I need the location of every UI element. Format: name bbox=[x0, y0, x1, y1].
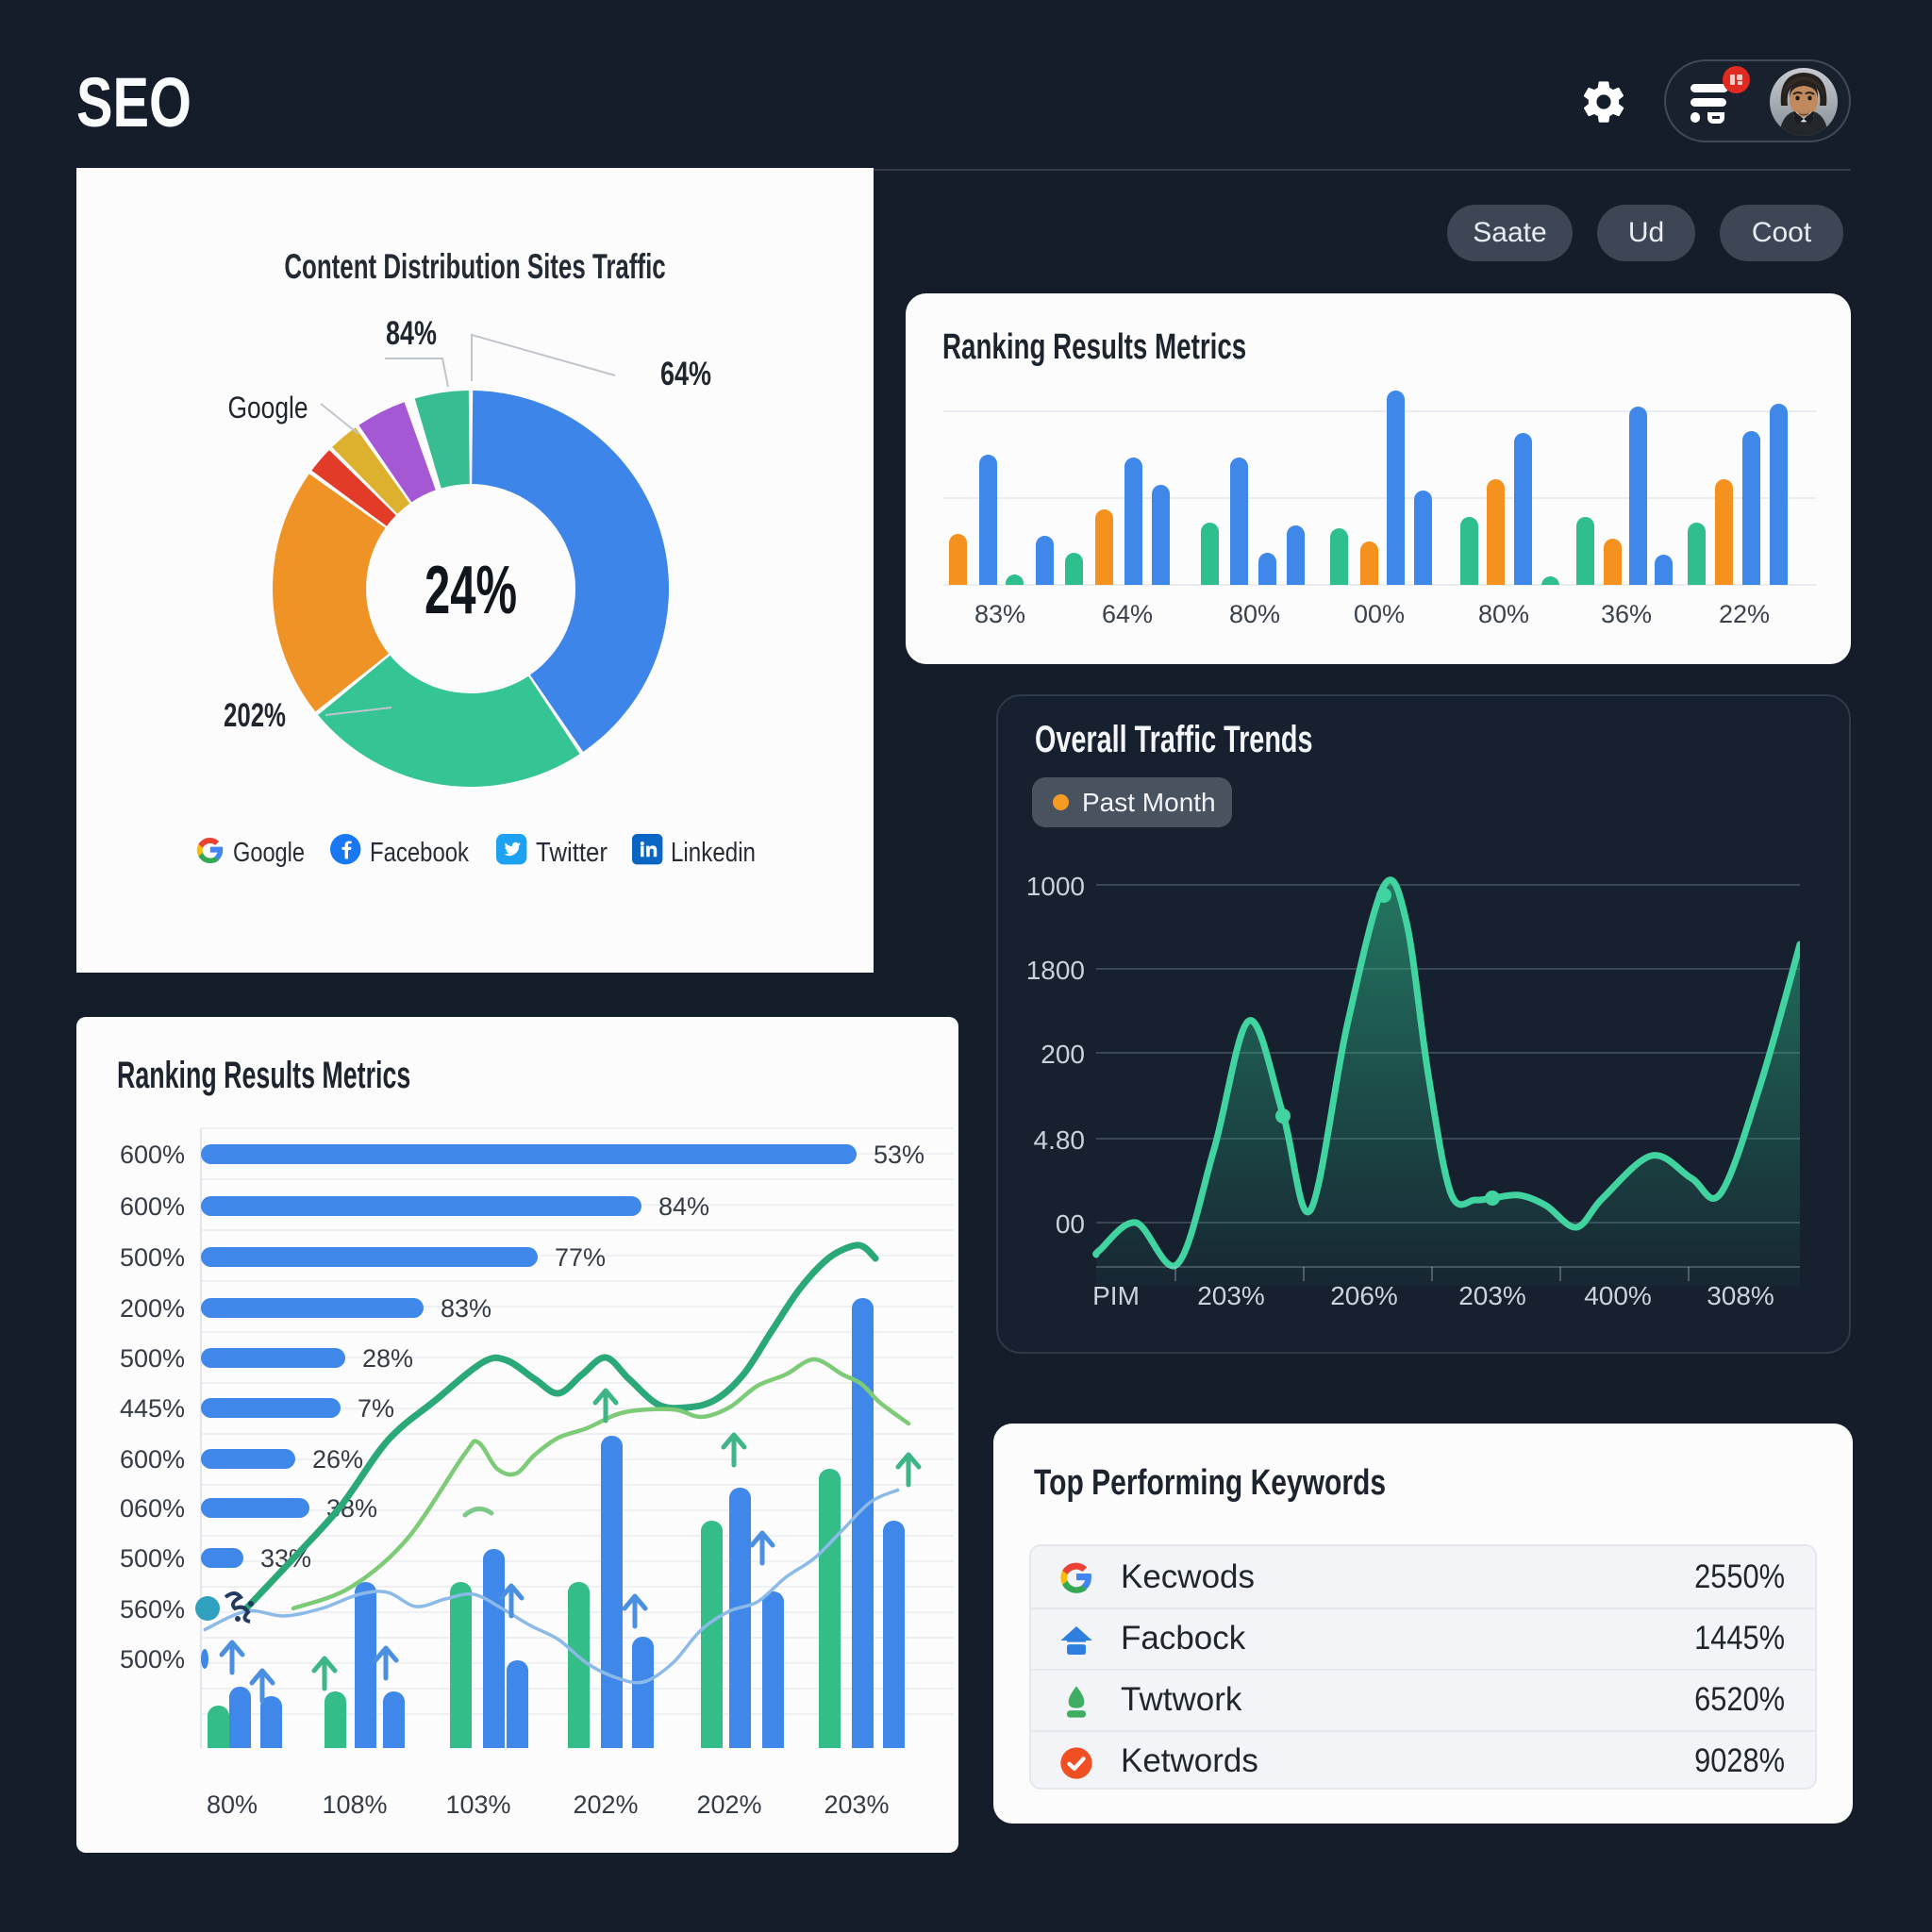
svg-text:26%: 26% bbox=[312, 1445, 363, 1474]
svg-text:445%: 445% bbox=[120, 1394, 185, 1423]
svg-text:600%: 600% bbox=[120, 1141, 185, 1169]
svg-text:00%: 00% bbox=[1354, 600, 1405, 628]
svg-text:500%: 500% bbox=[120, 1645, 185, 1674]
svg-text:Twitter: Twitter bbox=[536, 838, 608, 868]
svg-text:103%: 103% bbox=[445, 1790, 510, 1819]
svg-text:77%: 77% bbox=[555, 1243, 606, 1272]
svg-text:Google: Google bbox=[228, 391, 308, 425]
svg-text:500%: 500% bbox=[120, 1544, 185, 1573]
svg-text:80%: 80% bbox=[1229, 600, 1280, 628]
svg-text:80%: 80% bbox=[207, 1790, 258, 1819]
svg-text:1800: 1800 bbox=[1026, 956, 1085, 985]
svg-text:80%: 80% bbox=[1478, 600, 1529, 628]
svg-text:Linkedin: Linkedin bbox=[671, 838, 756, 868]
svg-text:400%: 400% bbox=[1584, 1281, 1652, 1310]
svg-text:308%: 308% bbox=[1707, 1281, 1774, 1310]
svg-text:00: 00 bbox=[1056, 1209, 1085, 1239]
svg-text:600%: 600% bbox=[120, 1192, 185, 1221]
svg-text:203%: 203% bbox=[1197, 1281, 1265, 1310]
svg-text:1000: 1000 bbox=[1026, 872, 1085, 901]
svg-text:060%: 060% bbox=[120, 1494, 185, 1523]
svg-text:202%: 202% bbox=[696, 1790, 761, 1819]
svg-text:203%: 203% bbox=[824, 1790, 889, 1819]
svg-text:28%: 28% bbox=[362, 1344, 413, 1373]
svg-text:22%: 22% bbox=[1719, 600, 1770, 628]
svg-text:7%: 7% bbox=[358, 1394, 394, 1423]
svg-text:84%: 84% bbox=[386, 315, 437, 352]
svg-text:Google: Google bbox=[233, 838, 305, 868]
svg-text:600%: 600% bbox=[120, 1445, 185, 1474]
svg-text:108%: 108% bbox=[322, 1790, 387, 1819]
svg-text:4.80: 4.80 bbox=[1034, 1125, 1086, 1155]
svg-text:560%: 560% bbox=[120, 1595, 185, 1624]
svg-text:Facebook: Facebook bbox=[370, 838, 469, 868]
svg-text:202%: 202% bbox=[573, 1790, 638, 1819]
svg-text:500%: 500% bbox=[120, 1243, 185, 1272]
svg-text:83%: 83% bbox=[974, 600, 1025, 628]
svg-text:206%: 206% bbox=[1330, 1281, 1398, 1310]
svg-text:64%: 64% bbox=[1102, 600, 1153, 628]
svg-text:64%: 64% bbox=[660, 356, 711, 392]
svg-text:84%: 84% bbox=[658, 1192, 709, 1221]
svg-text:36%: 36% bbox=[1601, 600, 1652, 628]
svg-text:200%: 200% bbox=[120, 1294, 185, 1323]
svg-text:500%: 500% bbox=[120, 1344, 185, 1373]
svg-text:53%: 53% bbox=[874, 1141, 924, 1169]
svg-text:24%: 24% bbox=[425, 553, 517, 628]
svg-text:200: 200 bbox=[1041, 1040, 1085, 1069]
svg-text:83%: 83% bbox=[441, 1294, 491, 1323]
svg-text:203%: 203% bbox=[1458, 1281, 1526, 1310]
svg-text:202%: 202% bbox=[224, 697, 286, 734]
svg-text:PIM: PIM bbox=[1092, 1281, 1140, 1310]
